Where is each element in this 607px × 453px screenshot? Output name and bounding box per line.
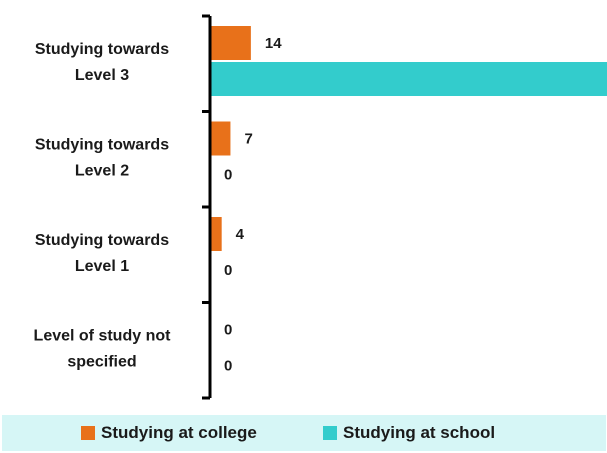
data-label: 0	[224, 167, 232, 184]
legend-swatch-college	[81, 426, 95, 440]
legend: Studying at college Studying at school	[2, 415, 606, 451]
category-label: Studying towards Level 1	[35, 232, 169, 275]
legend-item-school: Studying at school	[323, 415, 495, 451]
data-label: 0	[224, 322, 232, 339]
category-label: Studying towards Level 3	[35, 41, 169, 84]
data-label: 0	[224, 262, 232, 279]
legend-item-college: Studying at college	[81, 415, 257, 451]
bar-school	[210, 62, 607, 96]
category-label: Studying towards Level 2	[35, 136, 169, 179]
bar-college	[210, 121, 231, 156]
legend-label-college: Studying at college	[101, 423, 257, 442]
category-label: Level of study not specified	[34, 327, 172, 370]
bar-college	[210, 217, 222, 251]
bar-college	[210, 26, 251, 60]
data-label: 7	[244, 131, 252, 148]
legend-label-school: Studying at school	[343, 423, 496, 442]
data-label: 0	[224, 358, 232, 375]
legend-swatch-school	[323, 426, 337, 440]
data-label: 14	[265, 35, 282, 52]
data-label: 4	[236, 226, 245, 243]
